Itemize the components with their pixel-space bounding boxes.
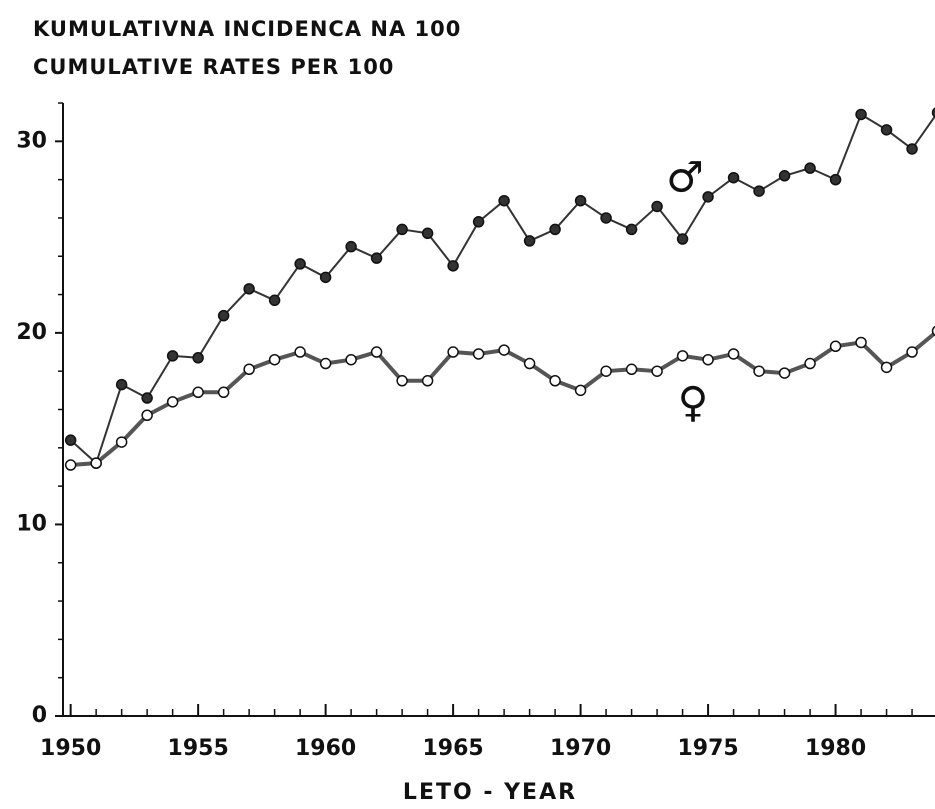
series-label: ♀ — [678, 378, 709, 427]
data-point — [396, 223, 408, 236]
x-tick-label: 1955 — [168, 736, 229, 761]
data-point — [268, 353, 281, 366]
data-point — [421, 375, 434, 387]
data-point — [676, 233, 689, 245]
x-tick-label: 1980 — [805, 736, 866, 761]
chart-subtitle: CUMULATIVE RATES PER 100 — [33, 55, 394, 79]
data-point — [931, 107, 935, 118]
data-point — [319, 357, 332, 370]
data-point — [421, 227, 434, 240]
data-point — [778, 367, 791, 379]
x-tick-label: 1975 — [677, 736, 738, 761]
data-point — [115, 436, 128, 448]
data-point — [625, 223, 638, 236]
data-point — [702, 191, 714, 203]
x-tick-label: 1965 — [422, 736, 483, 761]
data-point — [523, 357, 536, 370]
x-tick-label: 1970 — [550, 736, 611, 761]
data-point — [676, 350, 689, 362]
data-point — [472, 216, 485, 228]
data-point — [370, 346, 383, 358]
data-point — [651, 365, 663, 377]
y-tick-label: 0 — [32, 703, 47, 728]
data-point — [294, 346, 306, 358]
data-point — [319, 271, 332, 284]
data-point — [829, 173, 842, 186]
data-point — [651, 200, 663, 213]
data-point — [166, 350, 179, 362]
chart-title: KUMULATIVNA INCIDENCA NA 100 — [33, 17, 461, 41]
data-point — [268, 294, 281, 307]
data-point — [829, 340, 842, 353]
data-point — [192, 386, 204, 399]
data-point — [141, 392, 153, 404]
data-point — [600, 212, 612, 224]
data-point — [498, 344, 510, 356]
data-point — [192, 352, 204, 364]
data-point — [166, 396, 179, 408]
data-point — [498, 194, 510, 207]
y-tick-label: 20 — [16, 320, 47, 345]
data-point — [906, 143, 918, 155]
data-point — [549, 223, 561, 236]
data-point — [804, 357, 816, 370]
data-point — [753, 185, 765, 197]
data-point — [447, 346, 459, 358]
data-point — [804, 162, 816, 174]
y-tick-label: 10 — [16, 511, 47, 536]
data-point — [243, 363, 255, 376]
x-tick-label: 1960 — [295, 736, 356, 761]
data-point — [345, 353, 357, 366]
data-point — [625, 363, 638, 376]
data-point — [141, 409, 153, 421]
data-point — [778, 170, 791, 182]
data-point — [855, 108, 867, 121]
data-point — [600, 365, 612, 377]
data-point — [906, 346, 918, 358]
data-point — [472, 348, 485, 360]
data-point — [523, 235, 536, 247]
data-point — [880, 124, 893, 136]
data-point — [64, 434, 77, 446]
data-point — [217, 309, 230, 322]
data-point — [217, 386, 230, 399]
data-point — [727, 171, 740, 184]
data-point — [880, 361, 893, 374]
data-point — [64, 459, 77, 471]
y-tick-label: 30 — [16, 128, 47, 153]
x-axis-label: LETO - YEAR — [403, 780, 577, 805]
data-point — [396, 375, 408, 387]
data-point — [727, 348, 740, 360]
data-point — [855, 336, 867, 349]
data-point — [549, 375, 561, 387]
data-point — [345, 240, 357, 253]
series-label: ♂ — [666, 153, 704, 202]
data-point — [931, 325, 935, 337]
data-point — [294, 258, 306, 270]
data-point — [243, 283, 255, 295]
data-point — [370, 252, 383, 264]
data-point — [574, 194, 587, 207]
data-point — [115, 378, 128, 391]
data-point — [574, 384, 587, 397]
data-point — [753, 365, 765, 377]
x-tick-label: 1950 — [40, 736, 101, 761]
data-point — [702, 353, 714, 366]
data-point — [90, 457, 102, 469]
data-point — [447, 260, 459, 272]
